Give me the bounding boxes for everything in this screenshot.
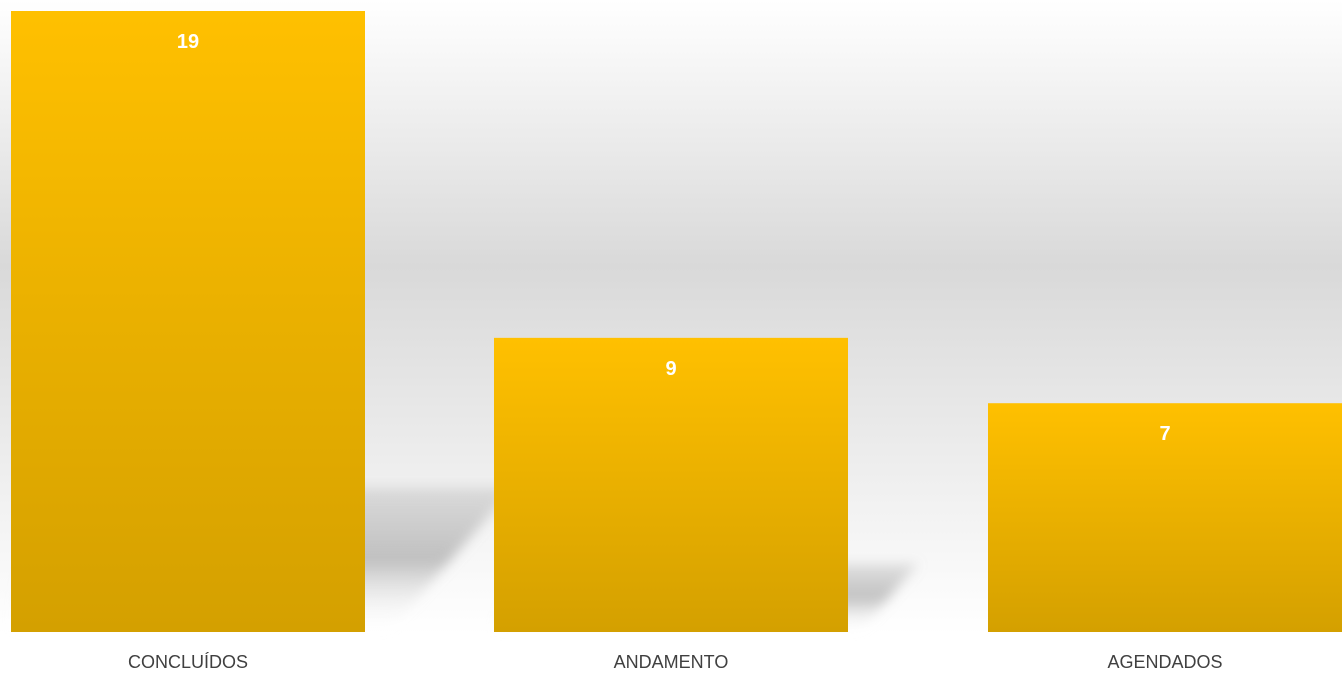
category-label: ANDAMENTO	[614, 652, 729, 672]
bar-andamento	[494, 337, 848, 632]
data-label: 9	[665, 358, 676, 380]
category-labels: CONCLUÍDOS ANDAMENTO AGENDADOS	[128, 652, 1223, 672]
bar-agendados	[988, 403, 1342, 632]
category-label: CONCLUÍDOS	[128, 652, 248, 672]
category-label: AGENDADOS	[1107, 652, 1222, 672]
data-label: 7	[1159, 423, 1170, 445]
data-label: 19	[177, 31, 199, 53]
bars	[11, 11, 1342, 632]
bar-concluídos	[11, 11, 365, 632]
